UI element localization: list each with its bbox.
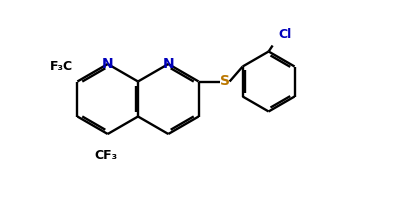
Text: Cl: Cl — [278, 28, 292, 41]
Text: N: N — [102, 57, 113, 71]
Text: S: S — [220, 74, 229, 88]
Text: F₃C: F₃C — [50, 60, 73, 73]
Text: CF₃: CF₃ — [94, 148, 117, 161]
Text: N: N — [163, 57, 174, 71]
